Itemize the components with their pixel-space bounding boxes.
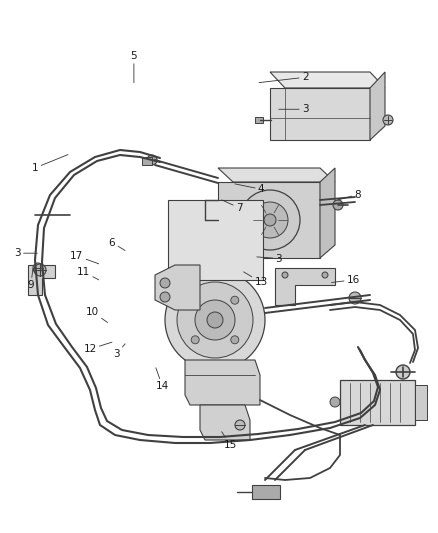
Bar [141, 157, 152, 165]
Circle shape [251, 202, 287, 238]
Polygon shape [155, 265, 200, 310]
Text: 3: 3 [278, 104, 308, 114]
Polygon shape [319, 168, 334, 258]
Circle shape [240, 190, 299, 250]
Text: 4: 4 [234, 184, 264, 194]
Text: 11: 11 [77, 267, 99, 280]
Polygon shape [28, 265, 55, 295]
Text: 15: 15 [221, 432, 237, 450]
Text: 3: 3 [256, 254, 282, 263]
Bar [339, 380, 414, 425]
Bar [254, 117, 262, 123]
Bar [414, 385, 426, 420]
Text: 6: 6 [108, 238, 125, 251]
Text: 2: 2 [258, 72, 308, 83]
Polygon shape [269, 72, 384, 88]
Circle shape [191, 296, 199, 304]
Text: 9: 9 [27, 269, 34, 290]
Circle shape [147, 155, 157, 165]
Polygon shape [274, 268, 334, 305]
Text: 1: 1 [32, 155, 68, 173]
Circle shape [177, 282, 252, 358]
Circle shape [281, 272, 287, 278]
Text: 17: 17 [70, 251, 99, 264]
Text: 8: 8 [337, 190, 360, 200]
Circle shape [207, 312, 223, 328]
Circle shape [321, 272, 327, 278]
Polygon shape [218, 182, 319, 258]
Circle shape [329, 397, 339, 407]
Circle shape [393, 381, 401, 389]
Polygon shape [218, 168, 334, 182]
Circle shape [395, 365, 409, 379]
Polygon shape [184, 360, 259, 405]
Circle shape [348, 292, 360, 304]
Text: 16: 16 [331, 275, 359, 285]
Circle shape [165, 270, 265, 370]
Bar [251, 485, 279, 499]
Circle shape [159, 278, 170, 288]
Circle shape [33, 263, 43, 273]
Circle shape [191, 336, 199, 344]
Circle shape [194, 300, 234, 340]
Polygon shape [269, 88, 369, 140]
Text: 3: 3 [14, 248, 37, 258]
Bar [168, 200, 262, 280]
Circle shape [159, 292, 170, 302]
Text: 3: 3 [113, 344, 125, 359]
Text: 14: 14 [155, 368, 169, 391]
Polygon shape [200, 405, 249, 440]
Circle shape [332, 200, 342, 210]
Polygon shape [369, 72, 384, 140]
Circle shape [382, 115, 392, 125]
Text: 12: 12 [83, 342, 112, 354]
Text: 10: 10 [85, 307, 107, 322]
Circle shape [230, 336, 238, 344]
Circle shape [263, 214, 276, 226]
Text: 13: 13 [243, 272, 267, 287]
Circle shape [34, 264, 46, 276]
Circle shape [230, 296, 238, 304]
Text: 5: 5 [130, 51, 137, 83]
Circle shape [234, 420, 244, 430]
Text: 7: 7 [221, 200, 242, 213]
